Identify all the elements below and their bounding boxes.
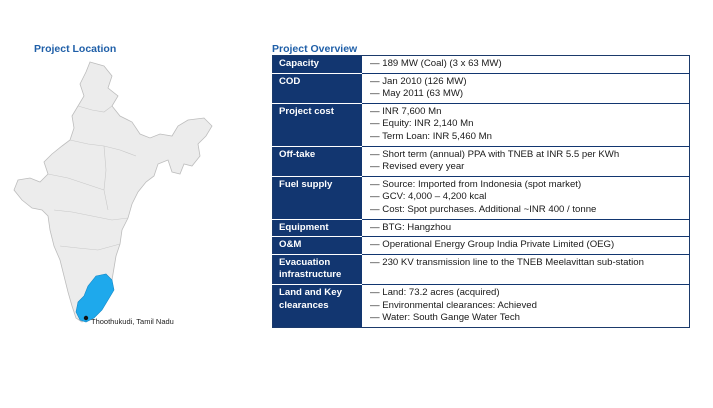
row-values: — Jan 2010 (126 MW) — May 2011 (63 MW) — [362, 72, 690, 104]
row-values: — Operational Energy Group India Private… — [362, 236, 690, 255]
row-values: — 230 KV transmission line to the TNEB M… — [362, 253, 690, 285]
tamil-nadu-highlight — [75, 273, 115, 323]
india-outline — [13, 61, 213, 323]
value-line: — May 2011 (63 MW) — [370, 88, 464, 100]
row-label: Land and Key clearances — [272, 283, 362, 328]
row-values: — Source: Imported from Indonesia (spot … — [362, 175, 690, 220]
row-label: Evacuation infrastructure — [272, 253, 362, 285]
value-line: — Source: Imported from Indonesia (spot … — [370, 178, 582, 190]
overview-row: Equipment — BTG: Hangzhou — [272, 218, 690, 237]
row-values: — 189 MW (Coal) (3 x 63 MW) — [362, 55, 690, 74]
value-line: — Operational Energy Group India Private… — [370, 239, 615, 251]
project-location-title: Project Location — [34, 43, 117, 55]
value-line: — Jan 2010 (126 MW) — [370, 75, 467, 87]
row-values: — Short term (annual) PPA with TNEB at I… — [362, 145, 690, 177]
value-line: — 189 MW (Coal) (3 x 63 MW) — [370, 58, 502, 69]
state-borders — [47, 105, 137, 251]
row-label: COD — [272, 72, 362, 104]
value-line: — Cost: Spot purchases. Additional ~INR … — [370, 203, 597, 215]
project-overview-title: Project Overview — [272, 43, 358, 55]
value-line: — INR 7,600 Mn — [370, 105, 442, 117]
value-line: — Environmental clearances: Achieved — [370, 299, 537, 311]
value-line: — Water: South Gange Water Tech — [370, 312, 521, 324]
value-line: — Term Loan: INR 5,460 Mn — [370, 130, 492, 142]
row-label: Fuel supply — [272, 175, 362, 220]
row-values: — Land: 73.2 acres (acquired) — Environme… — [362, 283, 690, 328]
row-label: O&M — [272, 236, 362, 255]
value-line: — Equity: INR 2,140 Mn — [370, 118, 474, 130]
marker-label: Thoothukudi, Tamil Nadu — [91, 317, 174, 326]
overview-row: Land and Key clearances — Land: 73.2 acre… — [272, 283, 690, 328]
value-line: — BTG: Hangzhou — [370, 221, 452, 233]
value-line: — Short term (annual) PPA with TNEB at I… — [370, 148, 620, 160]
overview-row: Capacity — 189 MW (Coal) (3 x 63 MW) — [272, 55, 690, 74]
row-values: — INR 7,600 Mn — Equity: INR 2,140 Mn — Te… — [362, 102, 690, 147]
overview-row: Evacuation infrastructure — 230 KV transm… — [272, 253, 690, 285]
value-line: — Revised every year — [370, 161, 465, 173]
row-label: Off-take — [272, 145, 362, 177]
overview-row: Off-take — Short term (annual) PPA with T… — [272, 145, 690, 177]
overview-row: COD — Jan 2010 (126 MW) — May 2011 (63 MW) — [272, 72, 690, 104]
overview-row: Fuel supply — Source: Imported from Indon… — [272, 175, 690, 220]
row-label: Capacity — [272, 55, 362, 74]
value-line: — GCV: 4,000 – 4,200 kcal — [370, 191, 487, 203]
row-values: — BTG: Hangzhou — [362, 218, 690, 237]
value-line: — 230 KV transmission line to the TNEB M… — [370, 256, 644, 268]
value-line: — Land: 73.2 acres (acquired) — [370, 286, 500, 298]
overview-table: Capacity — 189 MW (Coal) (3 x 63 MW) COD — … — [272, 55, 690, 328]
overview-row: O&M — Operational Energy Group India Priv… — [272, 236, 690, 255]
thoothukudi-marker — [83, 315, 89, 321]
india-map — [8, 60, 218, 340]
row-label: Project cost — [272, 102, 362, 147]
row-label: Equipment — [272, 218, 362, 237]
overview-row: Project cost — INR 7,600 Mn — Equity: INR … — [272, 102, 690, 147]
